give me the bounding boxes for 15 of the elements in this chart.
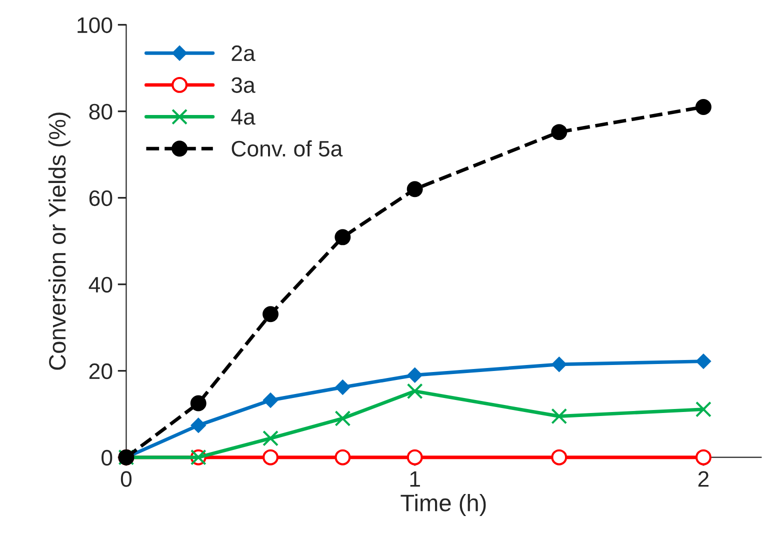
- y-tick-label: 40: [88, 276, 112, 293]
- y-tick-label: 80: [89, 104, 112, 120]
- legend-label: 4a: [231, 109, 256, 125]
- x-axis-title: Time (h): [400, 494, 486, 516]
- y-tick-label: 0: [102, 450, 112, 466]
- x-tick-label: 0: [120, 471, 132, 487]
- legend-label: 2a: [232, 45, 256, 62]
- y-tick-label: 100: [78, 17, 112, 34]
- y-tick-label: 20: [89, 363, 112, 380]
- y-tick-label: 60: [89, 190, 112, 206]
- legend-label: 3a: [232, 77, 256, 93]
- legend-label: Conv. of 5a: [232, 140, 343, 157]
- x-tick-label: 2: [698, 471, 709, 487]
- x-tick-label: 1: [410, 471, 420, 487]
- y-axis-title: Conversion or Yields (%): [48, 112, 70, 370]
